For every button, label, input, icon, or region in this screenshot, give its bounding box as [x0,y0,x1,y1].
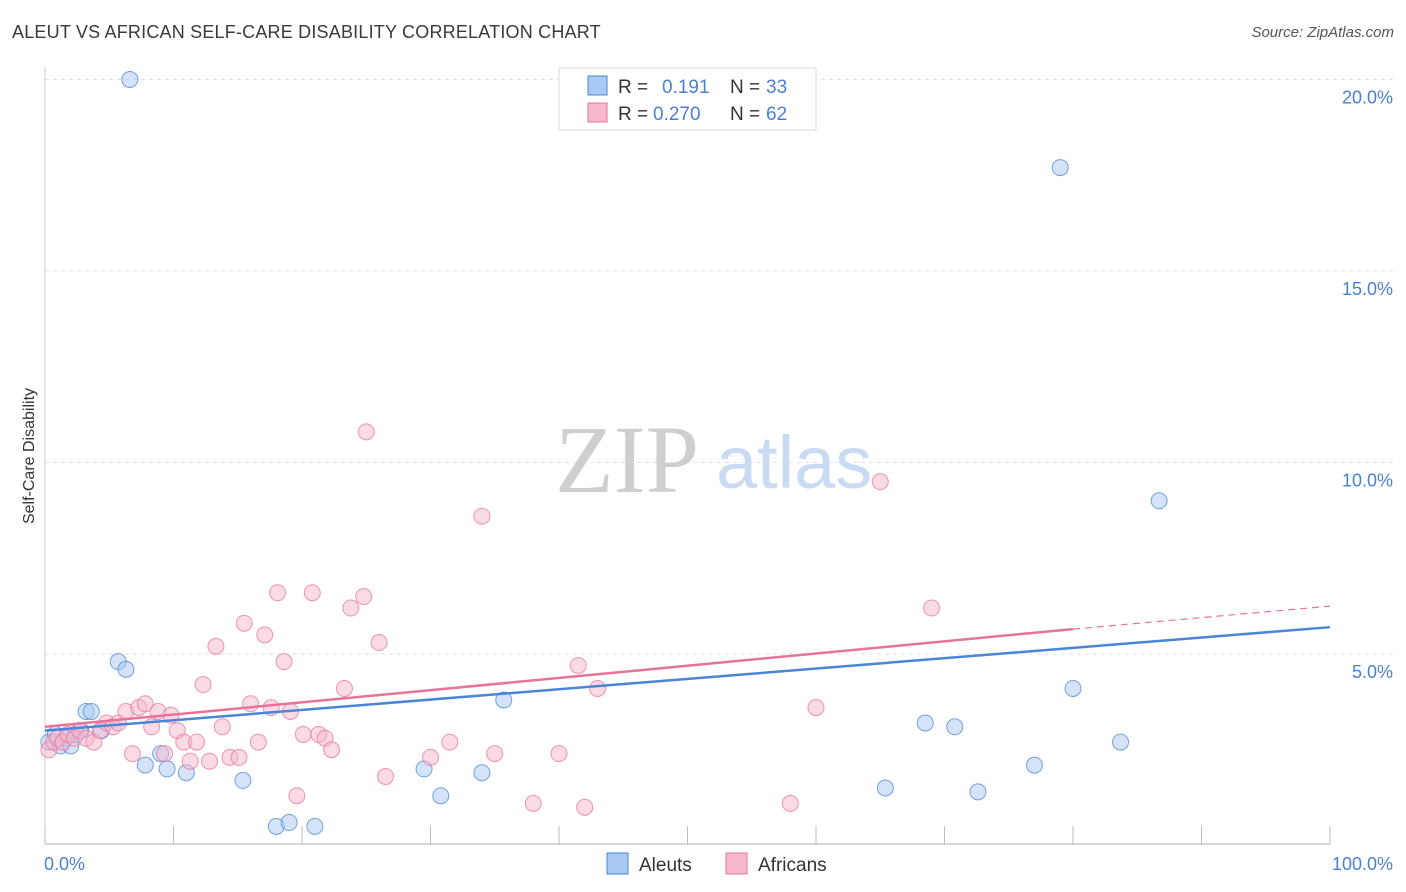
watermark-zip: ZIP [555,406,699,513]
point-africans [377,768,395,786]
chart-title: ALEUT VS AFRICAN SELF-CARE DISABILITY CO… [12,22,601,42]
point-africans [156,745,174,763]
x-tick-label: 100.0% [1332,854,1393,874]
gridlines [45,79,1395,655]
point-aleuts [916,714,934,732]
legend-bottom: Aleuts Africans [606,852,827,876]
point-aleuts [969,783,987,801]
point-africans [136,695,154,713]
point-africans [486,745,504,763]
legend-r-value: 0.270 [653,104,701,125]
point-africans [569,656,587,674]
point-africans [181,752,199,770]
point-aleuts [432,787,450,805]
point-aleuts [495,691,513,709]
point-africans [807,699,825,717]
legend-label-africans: Africans [758,855,827,876]
legend-swatch-aleuts [587,75,608,96]
point-aleuts [876,779,894,797]
point-africans [256,626,274,644]
point-aleuts [82,702,100,720]
point-africans [357,423,375,441]
point-africans [200,752,218,770]
point-africans [213,718,231,736]
point-africans [781,794,799,812]
point-aleuts [234,771,252,789]
legend-label-aleuts: Aleuts [639,855,692,876]
trend-line-aleuts [44,625,1331,732]
point-africans [589,679,607,697]
point-aleuts [946,718,964,736]
trend-lines [44,605,1331,732]
legend-r-value: 0.191 [662,77,710,98]
legend-swatch-aleuts [606,852,629,875]
legend-n-label: N = [730,104,760,125]
point-africans [871,473,889,491]
y-axis-title: Self-Care Disability [21,388,38,524]
point-aleuts [117,660,135,678]
point-africans [335,679,353,697]
axes [44,67,1331,845]
point-africans [524,794,542,812]
point-africans [249,733,267,751]
point-africans [207,637,225,655]
trend-line-dashed-africans [1072,605,1331,630]
point-africans [294,725,312,743]
watermark: ZIP atlas [555,406,872,513]
point-africans [923,599,941,617]
point-africans [342,599,360,617]
trend-line-africans [44,627,1074,729]
y-tick-label: 20.0% [1342,88,1393,108]
legend-swatch-africans [587,102,608,123]
point-africans [242,695,260,713]
point-aleuts [1064,679,1082,697]
legend-n-value: 33 [766,77,787,98]
legend-n-value: 62 [766,104,787,125]
point-aleuts [136,756,154,774]
y-tick-label: 10.0% [1342,471,1393,491]
point-africans [355,588,373,606]
point-africans [370,634,388,652]
point-aleuts [121,71,139,88]
legend-top: R = 0.191 N = 33 R = 0.270 N = 62 [558,67,817,131]
point-aleuts [158,760,176,778]
point-aleuts [306,817,324,835]
point-africans [441,733,459,751]
point-aleuts [473,764,491,782]
point-africans [230,748,248,766]
source-label: Source: ZipAtlas.com [1251,24,1394,41]
point-africans [323,741,341,759]
point-africans [188,733,206,751]
point-aleuts [280,814,298,832]
legend-n-label: N = [730,77,760,98]
x-tick-label: 0.0% [44,854,85,874]
point-aleuts [1025,756,1043,774]
point-africans [288,787,306,805]
point-africans [235,614,253,632]
x-tick-labels: 0.0% 100.0% [44,854,1393,874]
legend-r-label: R = [618,104,648,125]
point-africans [473,507,491,525]
point-aleuts [1112,733,1130,751]
legend-r-label: R = [618,77,648,98]
point-africans [550,745,568,763]
point-africans [422,748,439,766]
point-africans [269,584,287,602]
point-aleuts [1051,159,1069,177]
point-africans [123,745,141,763]
point-africans [275,653,293,671]
point-africans [576,798,594,816]
y-tick-label: 5.0% [1352,662,1393,682]
watermark-atlas: atlas [716,421,872,504]
point-aleuts [1150,492,1168,510]
y-tick-labels: 5.0% 10.0% 15.0% 20.0% [1342,88,1393,683]
point-africans [303,584,321,602]
y-tick-label: 15.0% [1342,279,1393,299]
point-africans [194,676,212,694]
legend-swatch-africans [725,852,748,875]
